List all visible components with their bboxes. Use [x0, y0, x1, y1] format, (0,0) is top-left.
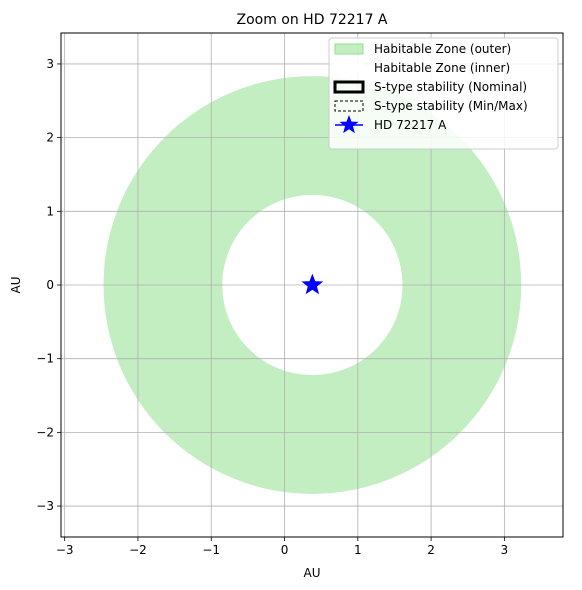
- y-axis-label: AU: [9, 277, 23, 294]
- x-tick-label: 1: [354, 543, 362, 557]
- legend-label: S-type stability (Min/Max): [374, 99, 528, 113]
- chart-title: Zoom on HD 72217 A: [236, 12, 387, 28]
- x-axis-label: AU: [304, 566, 321, 580]
- x-tick-label: 0: [281, 543, 289, 557]
- y-tick-label: 1: [46, 204, 54, 218]
- y-tick-label: −2: [36, 425, 54, 439]
- legend-label: HD 72217 A: [374, 118, 447, 132]
- star-marker-group: [301, 273, 324, 295]
- y-tick-label: 2: [46, 131, 54, 145]
- legend-handle-star: [339, 115, 359, 134]
- legend-handle-dashed: [334, 100, 364, 112]
- x-axis-ticks: −3 −2 −1 0 1 2 3: [56, 537, 508, 557]
- legend-label: S-type stability (Nominal): [374, 80, 527, 94]
- y-tick-label: 3: [46, 57, 54, 71]
- x-tick-label: 3: [501, 543, 509, 557]
- x-tick-label: −3: [56, 543, 74, 557]
- legend-handle-bold: [333, 80, 365, 94]
- y-axis-ticks: −3 −2 −1 0 1 2 3: [36, 57, 61, 513]
- x-tick-label: −1: [202, 543, 220, 557]
- y-tick-label: −3: [36, 499, 54, 513]
- star-marker: [301, 273, 324, 295]
- habitable-zone-annulus: [103, 76, 522, 494]
- plot-area: [60, 32, 564, 538]
- legend-handle-white: [335, 63, 363, 73]
- x-tick-label: −2: [129, 543, 147, 557]
- legend-handle-green: [334, 43, 364, 55]
- y-tick-label: −1: [36, 352, 54, 366]
- x-tick-label: 2: [427, 543, 435, 557]
- habitable-zone: [103, 76, 522, 494]
- legend-label: Habitable Zone (outer): [374, 42, 511, 56]
- legend: Habitable Zone (outer) Habitable Zone (in…: [328, 37, 559, 150]
- y-tick-label: 0: [46, 278, 54, 292]
- legend-label: Habitable Zone (inner): [374, 61, 510, 75]
- legend-box: [328, 37, 559, 150]
